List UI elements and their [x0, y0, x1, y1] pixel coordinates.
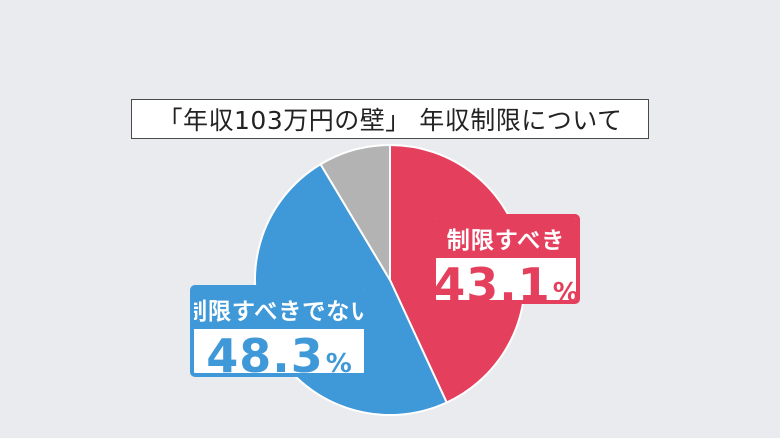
slice-label-should-not-limit: 制限すべきでない 48.3 %: [190, 285, 368, 377]
slice-label-should-not-limit-text: 制限すべきでない: [194, 289, 364, 329]
chart-title: 「年収103万円の壁」 年収制限について: [131, 99, 649, 139]
slice-value-should-limit-number: 43.1: [433, 258, 551, 304]
slice-value-should-limit-unit: %: [552, 278, 579, 304]
pie-slice-2: [319, 143, 391, 284]
slice-value-should-limit: 43.1 %: [436, 258, 576, 300]
slice-value-should-not-limit-number: 48.3: [206, 329, 324, 377]
slice-value-should-not-limit: 48.3 %: [194, 329, 364, 373]
slice-label-should-limit-text: 制限すべき: [436, 218, 576, 258]
slice-value-should-not-limit-unit: %: [325, 349, 352, 377]
slice-label-should-limit: 制限すべき 43.1 %: [432, 214, 580, 304]
